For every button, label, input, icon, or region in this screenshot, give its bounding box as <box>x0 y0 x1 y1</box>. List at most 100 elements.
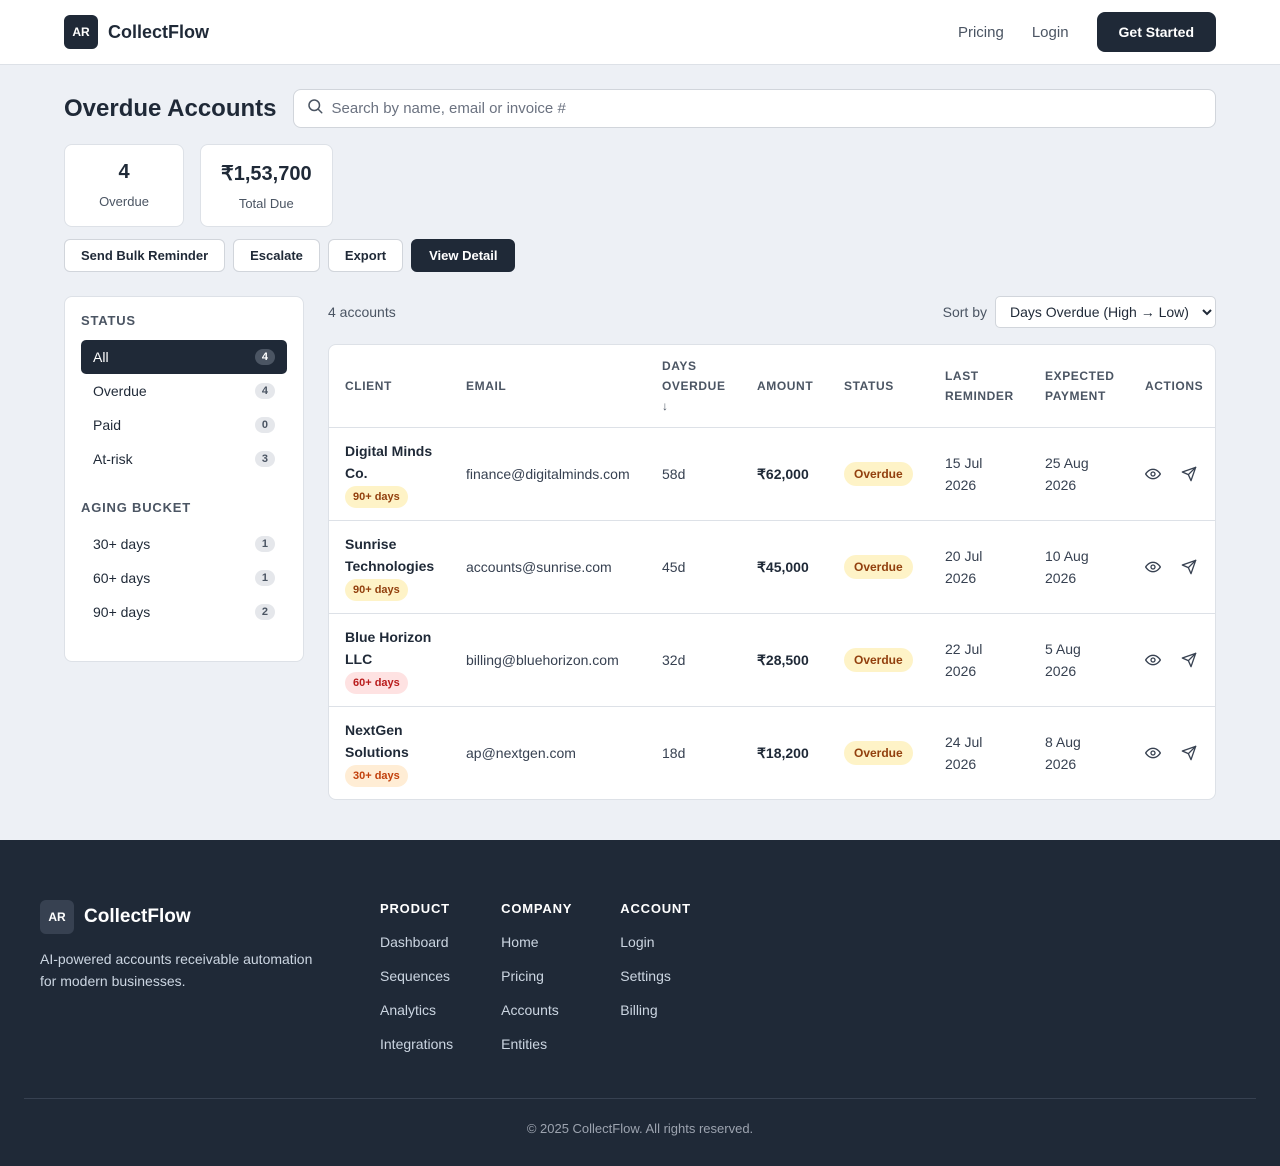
sidebar-item-all[interactable]: All 4 <box>81 340 287 374</box>
client-name[interactable]: Sunrise Technologies <box>345 535 435 574</box>
column-header-status[interactable]: Status <box>828 345 929 428</box>
stat-value: ₹1,53,700 <box>221 163 312 185</box>
get-started-button[interactable]: Get Started <box>1096 12 1216 52</box>
sidebar-item-90-days[interactable]: 90+ days 2 <box>81 595 287 629</box>
nav-pricing-link[interactable]: Pricing <box>957 23 1004 41</box>
top-header: AR CollectFlow Pricing Login Get Started <box>0 0 1280 65</box>
sort-select[interactable]: Days Overdue (High → Low) <box>995 296 1216 328</box>
table-row[interactable]: NextGen Solutions 30+ days ap@nextgen.co… <box>329 706 1215 799</box>
footer-link-sequences[interactable]: Sequences <box>380 967 451 984</box>
last-reminder-cell: 20 Jul 2026 <box>929 520 1029 614</box>
days-overdue-cell: 32d <box>646 613 741 707</box>
footer-logo-row[interactable]: AR CollectFlow <box>40 899 380 934</box>
column-header-client[interactable]: Client <box>329 345 450 428</box>
client-name[interactable]: Digital Minds Co. <box>345 442 433 481</box>
sidebar-item-label: Overdue <box>93 383 147 399</box>
copyright-text: © 2025 CollectFlow. All rights reserved. <box>526 1120 754 1136</box>
amount-cell: ₹45,000 <box>741 520 828 614</box>
column-header-actions: Actions <box>1129 345 1215 428</box>
status-cell: Overdue <box>828 706 929 799</box>
footer-link-login[interactable]: Login <box>620 933 655 950</box>
count-badge: 4 <box>254 349 275 365</box>
actions-cell <box>1129 427 1215 521</box>
footer-column-heading: PRODUCT <box>380 900 450 916</box>
column-header-last-reminder[interactable]: Last Reminder <box>929 345 1029 428</box>
footer-link-entities[interactable]: Entities <box>501 1035 548 1052</box>
table-row[interactable]: Blue Horizon LLC 60+ days billing@blueho… <box>329 613 1215 707</box>
main-content: Overdue Accounts 4 Overdue ₹1,53,700 Tot… <box>0 65 1280 840</box>
footer-link-accounts[interactable]: Accounts <box>501 1001 559 1018</box>
send-bulk-reminder-button[interactable]: Send Bulk Reminder <box>64 239 226 272</box>
escalate-button[interactable]: Escalate <box>233 239 320 272</box>
sort-label: Sort by <box>942 304 987 320</box>
footer-link-home[interactable]: Home <box>501 933 539 950</box>
sidebar-item-label: All <box>93 349 109 365</box>
days-overdue-cell: 58d <box>646 427 741 521</box>
sort-group: Sort by Days Overdue (High → Low) <box>943 296 1216 328</box>
stat-label: Total Due <box>238 196 294 211</box>
footer-logo-icon: AR <box>40 899 74 934</box>
sidebar-item-overdue[interactable]: Overdue 4 <box>81 374 287 408</box>
table-row[interactable]: Sunrise Technologies 90+ days accounts@s… <box>329 520 1215 614</box>
table-toolbar: 4 accounts Sort by Days Overdue (High → … <box>328 296 1216 328</box>
days-overdue-cell: 18d <box>662 744 686 761</box>
sidebar-item-label: 30+ days <box>93 536 151 552</box>
search-input[interactable] <box>331 100 1203 117</box>
actions-cell <box>1129 613 1215 707</box>
send-reminder-icon[interactable] <box>1173 458 1205 490</box>
send-reminder-icon[interactable] <box>1173 551 1205 583</box>
view-eye-icon[interactable] <box>1137 644 1169 676</box>
footer-link-settings[interactable]: Settings <box>620 967 671 984</box>
sidebar-item-label: Paid <box>93 417 122 433</box>
accounts-table: Client Email Days Overdue ↓ Amount Statu… <box>329 345 1215 799</box>
email-cell: billing@bluehorizon.com <box>450 613 646 707</box>
table-header-row: Client Email Days Overdue ↓ Amount Statu… <box>329 345 1215 428</box>
footer-link-analytics[interactable]: Analytics <box>380 1001 437 1018</box>
sidebar-item-at-risk[interactable]: At-risk 3 <box>81 442 287 476</box>
view-detail-button[interactable]: View Detail <box>411 239 516 272</box>
export-button[interactable]: Export <box>327 239 404 272</box>
footer-link-integrations[interactable]: Integrations <box>380 1035 454 1052</box>
stat-label: Overdue <box>99 194 149 209</box>
send-reminder-icon[interactable] <box>1173 644 1205 676</box>
account-count: 4 accounts <box>328 304 396 320</box>
column-header-email[interactable]: Email <box>450 345 646 428</box>
aging-badge: 60+ days <box>345 671 408 694</box>
amount-cell: ₹28,500 <box>741 613 828 707</box>
email-cell: ap@nextgen.com <box>466 744 576 761</box>
aging-badge: 90+ days <box>345 578 408 601</box>
view-eye-icon[interactable] <box>1137 551 1169 583</box>
send-reminder-icon[interactable] <box>1173 737 1205 769</box>
client-name[interactable]: Blue Horizon LLC <box>345 628 432 667</box>
sidebar-item-60-days[interactable]: 60+ days 1 <box>81 561 287 595</box>
nav-login-link[interactable]: Login <box>1031 23 1069 41</box>
sidebar-item-30-days[interactable]: 30+ days 1 <box>81 527 287 561</box>
column-header-expected-payment[interactable]: Expected Payment <box>1029 345 1129 428</box>
sidebar-item-paid[interactable]: Paid 0 <box>81 408 287 442</box>
count-badge: 1 <box>254 570 275 586</box>
amount-cell: ₹18,200 <box>757 744 809 761</box>
count-badge: 3 <box>254 451 275 467</box>
view-eye-icon[interactable] <box>1137 737 1169 769</box>
footer-column-product: PRODUCT Dashboard Sequences Analytics In… <box>380 900 453 1052</box>
brand[interactable]: AR CollectFlow <box>64 15 209 49</box>
expected-payment-cell: 25 Aug 2026 <box>1029 427 1129 521</box>
status-badge: Overdue <box>844 554 913 579</box>
column-header-amount[interactable]: Amount <box>741 345 828 428</box>
filter-sidebar: STATUS All 4 Overdue 4 Paid 0 At-risk 3 … <box>64 296 304 662</box>
actions-cell <box>1129 520 1215 614</box>
footer-brand-name: CollectFlow <box>84 905 191 927</box>
table-row[interactable]: Digital Minds Co. 90+ days finance@digit… <box>329 427 1215 521</box>
footer-column-company: COMPANY Home Pricing Accounts Entities <box>501 900 572 1052</box>
search-box[interactable] <box>292 89 1216 128</box>
footer-brand: AR CollectFlow AI-powered accounts recei… <box>40 899 380 1052</box>
footer-link-dashboard[interactable]: Dashboard <box>380 933 449 950</box>
stat-value: 4 <box>118 161 130 183</box>
client-name[interactable]: NextGen Solutions <box>345 721 409 760</box>
column-header-days-overdue[interactable]: Days Overdue ↓ <box>646 345 741 428</box>
email-cell: accounts@sunrise.com <box>450 520 646 614</box>
footer-link-billing[interactable]: Billing <box>620 1001 658 1018</box>
footer-link-pricing[interactable]: Pricing <box>501 967 544 984</box>
view-eye-icon[interactable] <box>1137 458 1169 490</box>
sidebar-item-label: 90+ days <box>93 604 151 620</box>
